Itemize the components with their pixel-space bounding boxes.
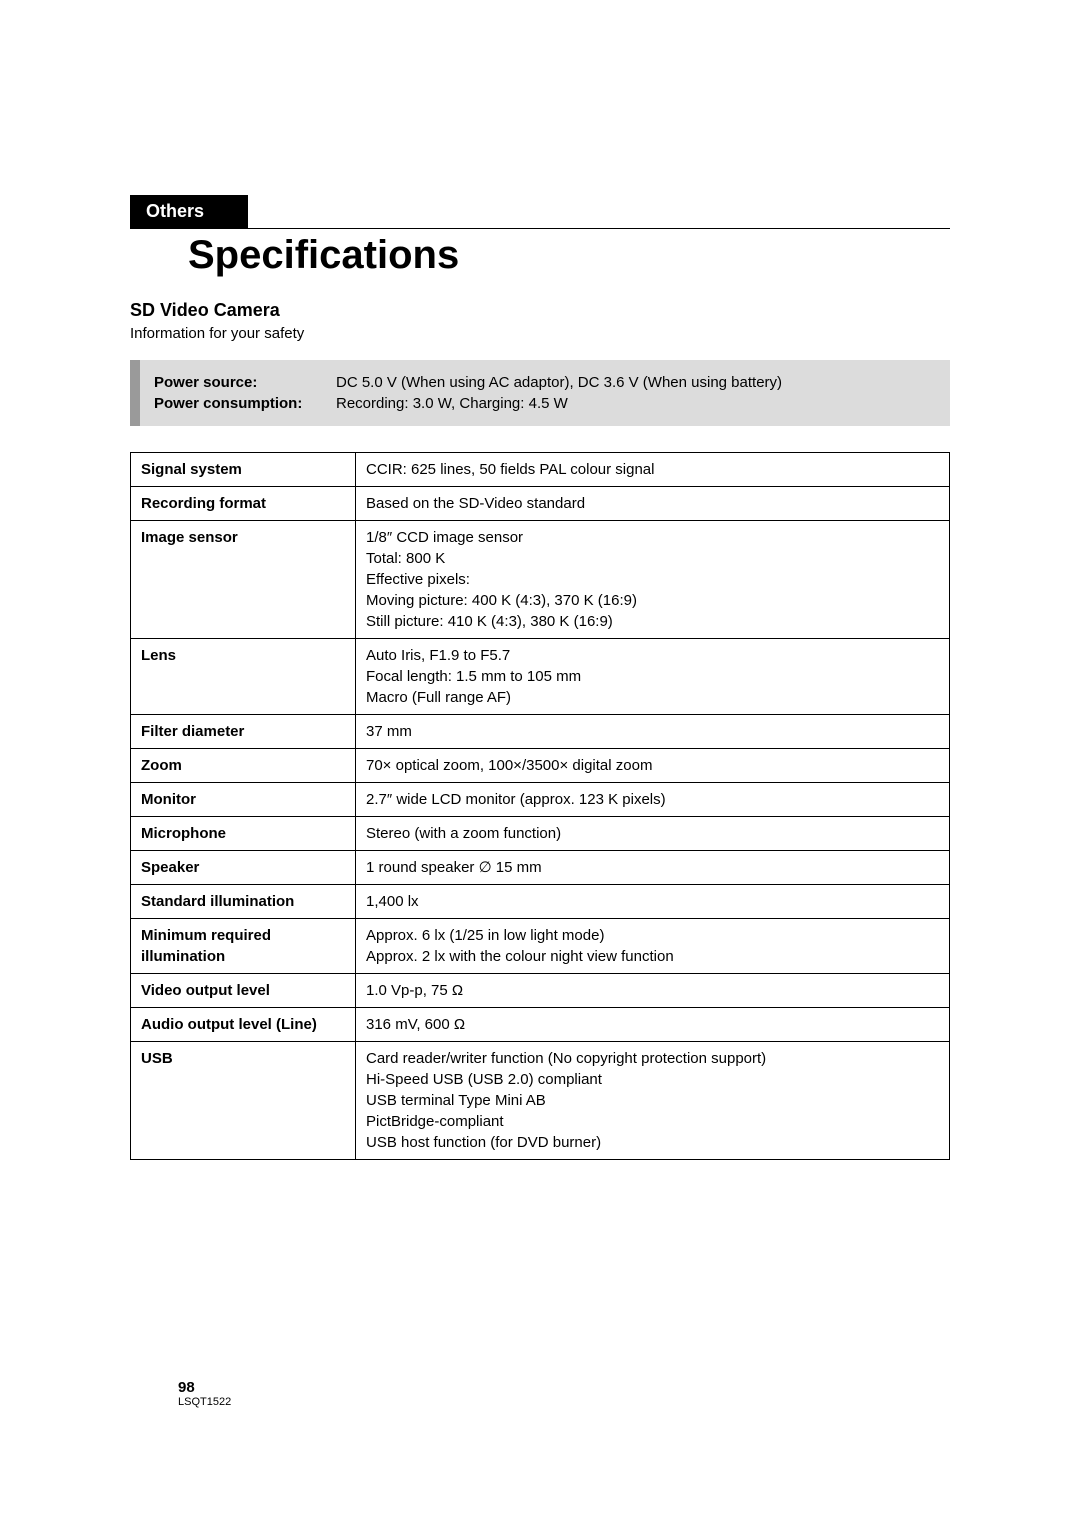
spec-label: Minimum required illumination [131,919,356,974]
spec-value: 1/8″ CCD image sensor Total: 800 K Effec… [356,521,950,639]
safety-values: DC 5.0 V (When using AC adaptor), DC 3.6… [336,372,782,414]
table-row: Minimum required illuminationApprox. 6 l… [131,919,950,974]
spec-label: USB [131,1042,356,1160]
table-row: Standard illumination1,400 lx [131,885,950,919]
spec-value: 316 mV, 600 Ω [356,1008,950,1042]
power-consumption-value: Recording: 3.0 W, Charging: 4.5 W [336,393,782,414]
table-row: LensAuto Iris, F1.9 to F5.7 Focal length… [131,639,950,715]
specifications-table: Signal systemCCIR: 625 lines, 50 fields … [130,452,950,1160]
info-text: Information for your safety [130,325,950,342]
spec-value: 37 mm [356,715,950,749]
page-title: Specifications [188,233,950,278]
doc-id: LSQT1522 [178,1396,231,1408]
spec-label: Recording format [131,487,356,521]
table-row: Recording formatBased on the SD-Video st… [131,487,950,521]
spec-label: Lens [131,639,356,715]
spec-value: 2.7″ wide LCD monitor (approx. 123 K pix… [356,783,950,817]
spec-value: Based on the SD-Video standard [356,487,950,521]
spec-label: Filter diameter [131,715,356,749]
section-label: Others [130,195,248,228]
power-consumption-label: Power consumption: [154,393,336,414]
section-label-wrapper: Others [130,195,950,229]
spec-value: Approx. 6 lx (1/25 in low light mode) Ap… [356,919,950,974]
spec-label: Speaker [131,851,356,885]
spec-label: Video output level [131,974,356,1008]
spec-value: 1 round speaker ∅ 15 mm [356,851,950,885]
spec-value: Stereo (with a zoom function) [356,817,950,851]
spec-label: Signal system [131,453,356,487]
spec-value: Card reader/writer function (No copyrigh… [356,1042,950,1160]
table-row: MicrophoneStereo (with a zoom function) [131,817,950,851]
spec-value: 1.0 Vp-p, 75 Ω [356,974,950,1008]
table-row: Image sensor1/8″ CCD image sensor Total:… [131,521,950,639]
spec-label: Microphone [131,817,356,851]
table-row: Zoom70× optical zoom, 100×/3500× digital… [131,749,950,783]
table-row: Speaker1 round speaker ∅ 15 mm [131,851,950,885]
spec-label: Image sensor [131,521,356,639]
table-row: USBCard reader/writer function (No copyr… [131,1042,950,1160]
page-footer: 98 LSQT1522 [178,1379,231,1408]
page-number: 98 [178,1379,231,1396]
table-row: Monitor2.7″ wide LCD monitor (approx. 12… [131,783,950,817]
power-source-label: Power source: [154,372,336,393]
spec-label: Monitor [131,783,356,817]
table-row: Filter diameter37 mm [131,715,950,749]
spec-value: 70× optical zoom, 100×/3500× digital zoo… [356,749,950,783]
table-row: Audio output level (Line)316 mV, 600 Ω [131,1008,950,1042]
spec-value: Auto Iris, F1.9 to F5.7 Focal length: 1.… [356,639,950,715]
spec-label: Zoom [131,749,356,783]
spec-label: Standard illumination [131,885,356,919]
spec-value: CCIR: 625 lines, 50 fields PAL colour si… [356,453,950,487]
power-source-value: DC 5.0 V (When using AC adaptor), DC 3.6… [336,372,782,393]
table-row: Signal systemCCIR: 625 lines, 50 fields … [131,453,950,487]
table-row: Video output level1.0 Vp-p, 75 Ω [131,974,950,1008]
subtitle: SD Video Camera [130,300,950,321]
spec-label: Audio output level (Line) [131,1008,356,1042]
safety-info-box: Power source: Power consumption: DC 5.0 … [130,360,950,426]
spec-value: 1,400 lx [356,885,950,919]
safety-labels: Power source: Power consumption: [154,372,336,414]
